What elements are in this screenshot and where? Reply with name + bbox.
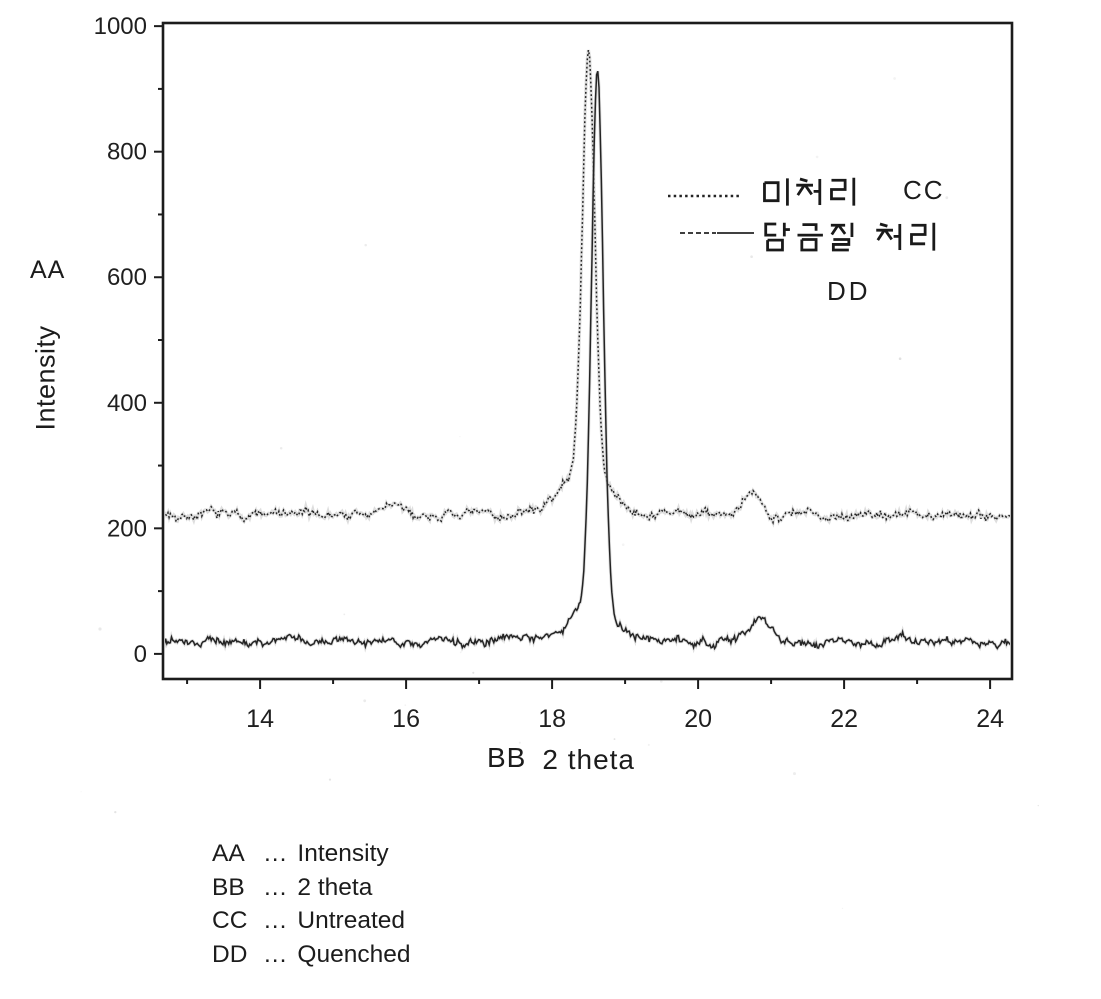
axis-ticks	[154, 25, 992, 689]
x-axis-title: BB 2 theta	[487, 742, 635, 775]
legend-placeholder-dd: DD	[827, 276, 871, 306]
y-tick-label: 200	[107, 515, 147, 542]
legend-swatches	[668, 194, 754, 234]
glossary-separator: ...	[264, 873, 288, 901]
glossary-key: BB	[212, 873, 245, 901]
y-tick-label: 0	[134, 641, 147, 668]
glossary-separator: ...	[264, 907, 288, 935]
y-tick-label: 1000	[94, 13, 147, 40]
x-axis-placeholder-label: BB	[487, 742, 527, 773]
y-tick-label: 600	[107, 264, 147, 291]
x-tick-label: 22	[830, 705, 858, 733]
glossary-key: DD	[212, 940, 248, 968]
series-line	[165, 70, 1010, 651]
glossary-value: Quenched	[297, 940, 411, 968]
glossary-line-dd: DD... Quenched	[212, 938, 410, 972]
plot-border	[161, 21, 1014, 681]
x-tick-label: 20	[684, 705, 712, 733]
x-tick-label: 14	[246, 705, 274, 733]
series-untreated	[165, 49, 1010, 528]
glossary-line-aa: AA... Intensity	[212, 837, 410, 871]
x-tick-label: 24	[976, 705, 1004, 733]
glossary-line-bb: BB... 2 theta	[212, 871, 410, 905]
glossary-key: AA	[212, 840, 245, 867]
korean-char-처	[796, 177, 822, 206]
glossary-separator: ...	[264, 840, 288, 867]
legend-label-untreated	[762, 175, 862, 209]
legend-placeholder-cc: CC	[903, 175, 945, 205]
glossary-key: CC	[212, 907, 248, 935]
glossary-value: Intensity	[297, 840, 389, 867]
glossary-value: Untreated	[297, 907, 406, 935]
glossary: AA... Intensity BB... 2 theta CC... Untreat…	[212, 837, 410, 971]
korean-char-질	[830, 222, 854, 252]
axis-tick-labels: 14 16 18 20 22 24 0 200 400 600 800 1000	[94, 13, 1004, 733]
y-axis-placeholder-label: AA	[30, 256, 66, 284]
y-axis-title: Intensity	[30, 325, 61, 431]
series-line	[165, 49, 1010, 525]
y-tick-label: 800	[107, 139, 147, 166]
korean-char-리	[909, 222, 935, 251]
korean-char-처	[876, 222, 902, 251]
x-tick-label: 16	[392, 705, 420, 733]
x-tick-label: 18	[538, 705, 566, 733]
x-axis-title-text: 2 theta	[542, 744, 635, 775]
y-tick-label: 400	[107, 390, 147, 417]
korean-char-리	[829, 177, 855, 206]
glossary-value: 2 theta	[297, 873, 373, 901]
scan-noise-specks	[80, 77, 1040, 910]
series-quenched	[165, 70, 1010, 654]
korean-char-담	[764, 222, 790, 252]
korean-char-미	[763, 178, 789, 206]
korean-char-금	[797, 223, 824, 252]
glossary-separator: ...	[264, 940, 288, 968]
glossary-line-cc: CC... Untreated	[212, 904, 410, 938]
legend-label-quenched	[762, 220, 942, 254]
